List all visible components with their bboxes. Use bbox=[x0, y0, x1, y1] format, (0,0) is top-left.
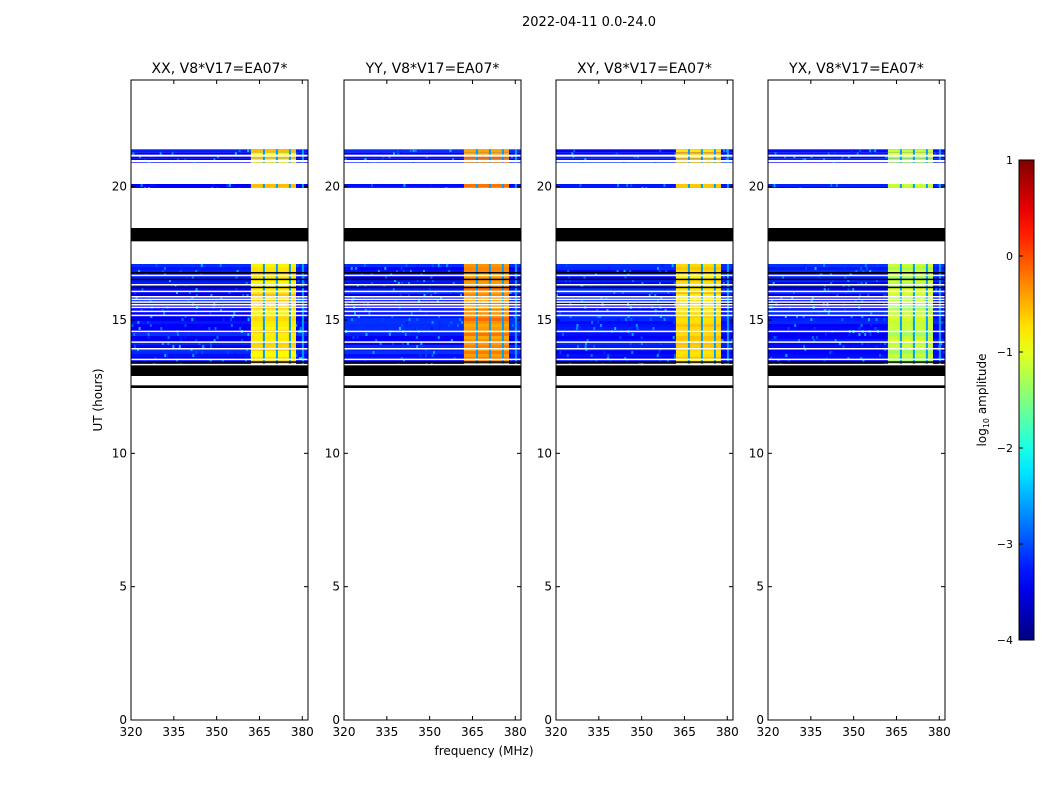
x-tick-label: 365 bbox=[673, 725, 696, 739]
x-tick-label: 380 bbox=[504, 725, 527, 739]
y-tick-label: 10 bbox=[749, 446, 764, 460]
flagged-band bbox=[556, 365, 733, 376]
y-tick-label: 15 bbox=[749, 313, 764, 327]
y-tick-label: 10 bbox=[325, 446, 340, 460]
heatmap-image bbox=[768, 149, 945, 388]
y-tick-label: 5 bbox=[332, 580, 340, 594]
y-tick-label: 0 bbox=[332, 713, 340, 727]
x-tick-label: 350 bbox=[205, 725, 228, 739]
x-tick-label: 320 bbox=[333, 725, 356, 739]
y-tick-label: 20 bbox=[112, 180, 127, 194]
y-tick-label: 15 bbox=[325, 313, 340, 327]
flagged-band bbox=[768, 228, 945, 242]
flagged-band bbox=[344, 365, 521, 376]
flagged-band bbox=[131, 228, 308, 242]
x-tick-label: 335 bbox=[375, 725, 398, 739]
x-axis-label: frequency (MHz) bbox=[434, 744, 533, 758]
heatmap-image bbox=[344, 149, 521, 388]
y-tick-label: 10 bbox=[537, 446, 552, 460]
colorbar-tick-label: 0 bbox=[1006, 250, 1013, 263]
colorbar-tick-label: −3 bbox=[997, 538, 1013, 551]
x-tick-label: 350 bbox=[418, 725, 441, 739]
x-tick-label: 350 bbox=[630, 725, 653, 739]
panels-group: XX, V8*V17=EA07*320 335 350 365 38005101520Y… bbox=[112, 61, 951, 739]
heatmap-image bbox=[131, 149, 308, 388]
x-tick-label: 335 bbox=[162, 725, 185, 739]
panel-frame bbox=[767, 79, 946, 721]
x-tick-label: 320 bbox=[757, 725, 780, 739]
x-tick-label: 365 bbox=[461, 725, 484, 739]
panel-yx: YX, V8*V17=EA07* 320 335 350 365 380 0 5 10 15 20 bbox=[749, 61, 951, 739]
y-tick-label: 0 bbox=[544, 713, 552, 727]
colorbar: 1 0 −1 −2 −3 −4 log10 amplitude bbox=[975, 154, 1035, 647]
y-tick-label: 0 bbox=[119, 713, 127, 727]
panel-xx: XX, V8*V17=EA07* 320 335 350 365 380 0 5 10 15 20 bbox=[112, 61, 314, 739]
y-tick-label: 10 bbox=[112, 446, 127, 460]
y-tick-label: 20 bbox=[749, 180, 764, 194]
x-tick-label: 335 bbox=[799, 725, 822, 739]
y-tick-label: 20 bbox=[537, 180, 552, 194]
x-tick-label: 380 bbox=[928, 725, 951, 739]
x-tick-label: 335 bbox=[587, 725, 610, 739]
flagged-band bbox=[768, 365, 945, 376]
flagged-band bbox=[556, 228, 733, 242]
colorbar-gradient bbox=[1018, 159, 1035, 641]
panel-frame bbox=[130, 79, 309, 721]
panel-title: YX, V8*V17=EA07* bbox=[788, 61, 924, 77]
y-tick-label: 5 bbox=[119, 580, 127, 594]
y-tick-label: 15 bbox=[537, 313, 552, 327]
x-tick-label: 380 bbox=[291, 725, 314, 739]
panel-title: XY, V8*V17=EA07* bbox=[577, 61, 712, 77]
x-tick-label: 380 bbox=[716, 725, 739, 739]
figure-suptitle: 2022-04-11 0.0-24.0 bbox=[522, 15, 656, 30]
colorbar-tick-label: −2 bbox=[997, 442, 1013, 455]
flagged-band bbox=[131, 365, 308, 376]
y-tick-label: 5 bbox=[544, 580, 552, 594]
flagged-band bbox=[131, 385, 308, 388]
panel-xy: XY, V8*V17=EA07* 320 335 350 365 380 0 5 10 15 20 bbox=[537, 61, 739, 739]
heatmap-image bbox=[556, 149, 733, 388]
y-axis-label: UT (hours) bbox=[91, 368, 105, 431]
panel-title: XX, V8*V17=EA07* bbox=[152, 61, 288, 77]
y-tick-label: 15 bbox=[112, 313, 127, 327]
flagged-band bbox=[768, 385, 945, 388]
x-tick-label: 320 bbox=[120, 725, 143, 739]
x-tick-label: 365 bbox=[248, 725, 271, 739]
panel-frame bbox=[555, 79, 734, 721]
panel-title: YY, V8*V17=EA07* bbox=[365, 61, 500, 77]
colorbar-tick-label: −4 bbox=[997, 634, 1013, 647]
x-tick-label: 320 bbox=[545, 725, 568, 739]
y-tick-label: 0 bbox=[756, 713, 764, 727]
x-tick-label: 365 bbox=[885, 725, 908, 739]
panel-frame bbox=[343, 79, 522, 721]
panel-yy: YY, V8*V17=EA07* 320 335 350 365 380 0 5 10 15 20 bbox=[325, 61, 527, 739]
flagged-band bbox=[556, 385, 733, 388]
y-tick-label: 5 bbox=[756, 580, 764, 594]
colorbar-label: log10 amplitude bbox=[975, 354, 991, 447]
y-tick-label: 20 bbox=[325, 180, 340, 194]
colorbar-tick-label: −1 bbox=[997, 346, 1013, 359]
x-tick-label: 350 bbox=[842, 725, 865, 739]
flagged-band bbox=[344, 385, 521, 388]
colorbar-tick-label: 1 bbox=[1006, 154, 1013, 167]
flagged-band bbox=[344, 228, 521, 242]
